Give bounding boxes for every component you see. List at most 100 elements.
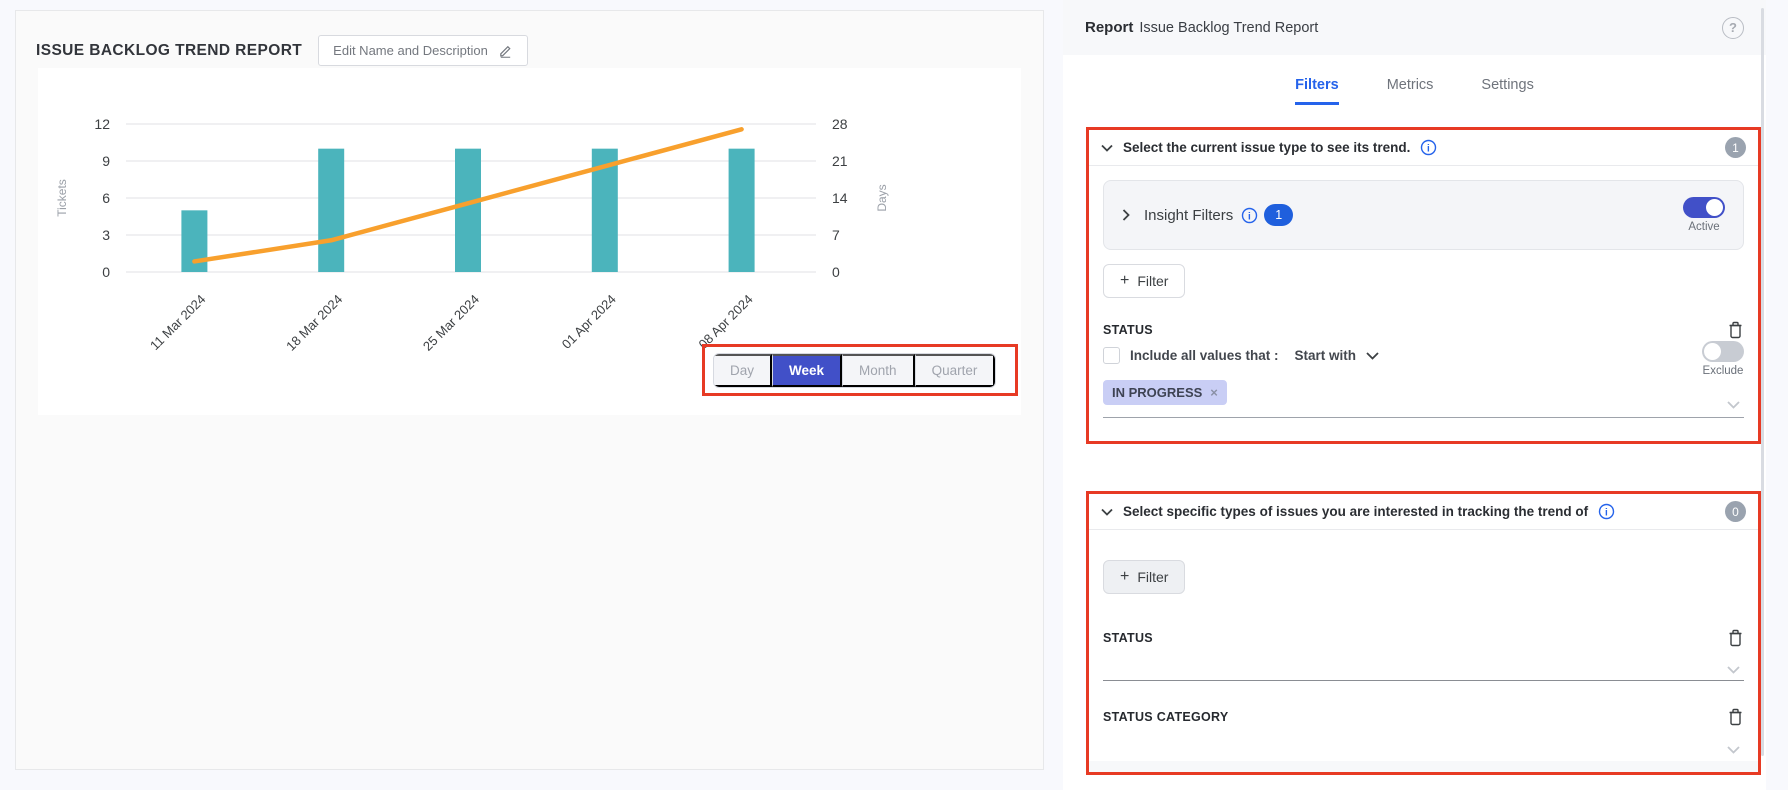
panel-tabs: Filters Metrics Settings <box>1063 77 1766 105</box>
info-icon[interactable]: i <box>1241 207 1258 224</box>
svg-text:0: 0 <box>102 264 110 280</box>
chart-trend-line <box>192 127 744 264</box>
status-chip-label: IN PROGRESS <box>1112 385 1203 400</box>
toggle-knob <box>1704 343 1721 360</box>
panel-header-report-name: Issue Backlog Trend Report <box>1139 20 1319 36</box>
chart-bars <box>181 148 755 272</box>
status-value-input[interactable]: IN PROGRESS × <box>1103 380 1744 418</box>
time-granularity-toggle: Day Week Month Quarter <box>713 353 997 388</box>
add-filter-button[interactable]: + Filter <box>1103 264 1186 298</box>
status-chip: IN PROGRESS × <box>1103 380 1227 405</box>
panel-header-title: Report Issue Backlog Trend Report <box>1085 19 1318 36</box>
status-category-field-row: STATUS CATEGORY <box>1103 707 1744 726</box>
chevron-down-icon[interactable] <box>1727 401 1740 409</box>
svg-text:6: 6 <box>102 190 110 206</box>
next-section-edge <box>1089 761 1758 772</box>
chevron-down-icon[interactable] <box>1727 746 1740 754</box>
svg-text:12: 12 <box>94 116 110 132</box>
pencil-icon <box>500 45 511 58</box>
section2-header[interactable]: Select specific types of issues you are … <box>1089 494 1758 530</box>
report-config-panel: Report Issue Backlog Trend Report ? Filte… <box>1063 0 1766 790</box>
insight-filters-box: Insight Filters i 1 Active <box>1103 180 1744 250</box>
chevron-down-icon[interactable] <box>1366 351 1379 360</box>
trash-icon[interactable] <box>1727 628 1744 647</box>
chart-axis-ticks: 0 3 6 9 12 0 7 14 21 28 <box>94 116 847 280</box>
exclude-toggle-label: Exclude <box>1702 365 1744 377</box>
chart-x-labels: 11 Mar 2024 18 Mar 2024 25 Mar 2024 01 Apr … <box>147 292 756 354</box>
svg-text:9: 9 <box>102 153 110 169</box>
panel-scrollbar[interactable] <box>1761 8 1764 756</box>
help-icon[interactable]: ? <box>1722 16 1744 39</box>
include-label: Include all values that : <box>1130 348 1279 363</box>
chevron-down-icon <box>1101 508 1113 516</box>
panel-header-label: Report <box>1085 19 1134 36</box>
toggle-option-month[interactable]: Month <box>842 354 915 387</box>
annotation-box-time-toggle <box>702 344 1018 396</box>
active-toggle[interactable] <box>1683 197 1725 218</box>
svg-text:18 Mar 2024: 18 Mar 2024 <box>283 292 345 354</box>
section1-header[interactable]: Select the current issue type to see its… <box>1089 130 1758 166</box>
panel-header: Report Issue Backlog Trend Report ? <box>1063 0 1766 55</box>
edit-name-description-button[interactable]: Edit Name and Description <box>318 35 528 66</box>
svg-text:28: 28 <box>832 116 848 132</box>
plus-icon: + <box>1120 272 1130 289</box>
status-field-label: STATUS <box>1103 630 1153 645</box>
status-field-row: STATUS <box>1103 628 1744 647</box>
status-category-field-label: STATUS CATEGORY <box>1103 709 1229 724</box>
status-field-label: STATUS <box>1103 322 1153 337</box>
toggle-option-day[interactable]: Day <box>714 354 773 387</box>
close-icon[interactable]: × <box>1210 385 1218 400</box>
svg-text:Tickets: Tickets <box>55 179 69 217</box>
tab-filters[interactable]: Filters <box>1295 77 1339 105</box>
info-icon[interactable]: i <box>1420 139 1437 156</box>
plus-icon: + <box>1120 568 1130 585</box>
section1-count-badge: 1 <box>1725 137 1746 158</box>
insight-filters-label: Insight Filters <box>1144 206 1234 224</box>
add-filter-button[interactable]: + Filter <box>1103 560 1186 594</box>
chevron-right-icon[interactable] <box>1122 209 1130 221</box>
chevron-down-icon <box>1101 144 1113 152</box>
filter-section-specific-issue-types: Select specific types of issues you are … <box>1086 491 1761 775</box>
status-category-value-input[interactable] <box>1103 726 1744 760</box>
svg-text:3: 3 <box>102 227 110 243</box>
filter-section-current-issue-type: Select the current issue type to see its… <box>1086 127 1761 444</box>
svg-text:i: i <box>1427 144 1430 155</box>
section2-title: Select specific types of issues you are … <box>1123 504 1589 519</box>
add-filter-label: Filter <box>1137 273 1169 289</box>
trash-icon[interactable] <box>1727 320 1744 339</box>
tab-settings[interactable]: Settings <box>1481 77 1534 93</box>
svg-text:i: i <box>1605 508 1608 519</box>
insight-filters-count-badge: 1 <box>1264 204 1294 226</box>
svg-text:11 Mar 2024: 11 Mar 2024 <box>147 292 209 354</box>
tab-metrics[interactable]: Metrics <box>1386 77 1434 93</box>
exclude-toggle-group: Exclude <box>1702 341 1744 377</box>
include-values-row: Include all values that : Start with Exc… <box>1103 341 1744 377</box>
svg-text:14: 14 <box>832 190 848 206</box>
chart-axis-titles: Tickets Days <box>55 179 889 217</box>
trash-icon[interactable] <box>1727 707 1744 726</box>
include-checkbox[interactable] <box>1103 347 1120 364</box>
info-icon[interactable]: i <box>1598 503 1615 520</box>
section1-title: Select the current issue type to see its… <box>1123 140 1411 155</box>
operator-select[interactable]: Start with <box>1294 348 1357 363</box>
status-value-input[interactable] <box>1103 647 1744 681</box>
svg-text:7: 7 <box>832 227 840 243</box>
combo-chart-svg: 0 3 6 9 12 0 7 14 21 28 Tickets Days 11 Mar 2024 18 M… <box>55 116 889 354</box>
exclude-toggle[interactable] <box>1702 341 1744 362</box>
svg-text:Days: Days <box>875 184 889 211</box>
toggle-option-quarter[interactable]: Quarter <box>914 354 996 387</box>
chevron-down-icon[interactable] <box>1727 666 1740 674</box>
svg-text:08 Apr 2024: 08 Apr 2024 <box>696 292 756 352</box>
svg-text:25 Mar 2024: 25 Mar 2024 <box>420 292 482 354</box>
svg-text:0: 0 <box>832 264 840 280</box>
report-title: ISSUE BACKLOG TREND REPORT <box>36 41 303 59</box>
svg-text:21: 21 <box>832 153 848 169</box>
edit-button-label: Edit Name and Description <box>333 43 488 58</box>
active-toggle-label: Active <box>1688 221 1720 233</box>
toggle-option-week[interactable]: Week <box>772 354 843 387</box>
section2-count-badge: 0 <box>1725 501 1746 522</box>
report-title-row: ISSUE BACKLOG TREND REPORT Edit Name and… <box>36 35 528 66</box>
toggle-knob <box>1706 199 1723 216</box>
active-toggle-group: Active <box>1683 197 1725 233</box>
report-card: ISSUE BACKLOG TREND REPORT Edit Name and… <box>15 10 1044 770</box>
